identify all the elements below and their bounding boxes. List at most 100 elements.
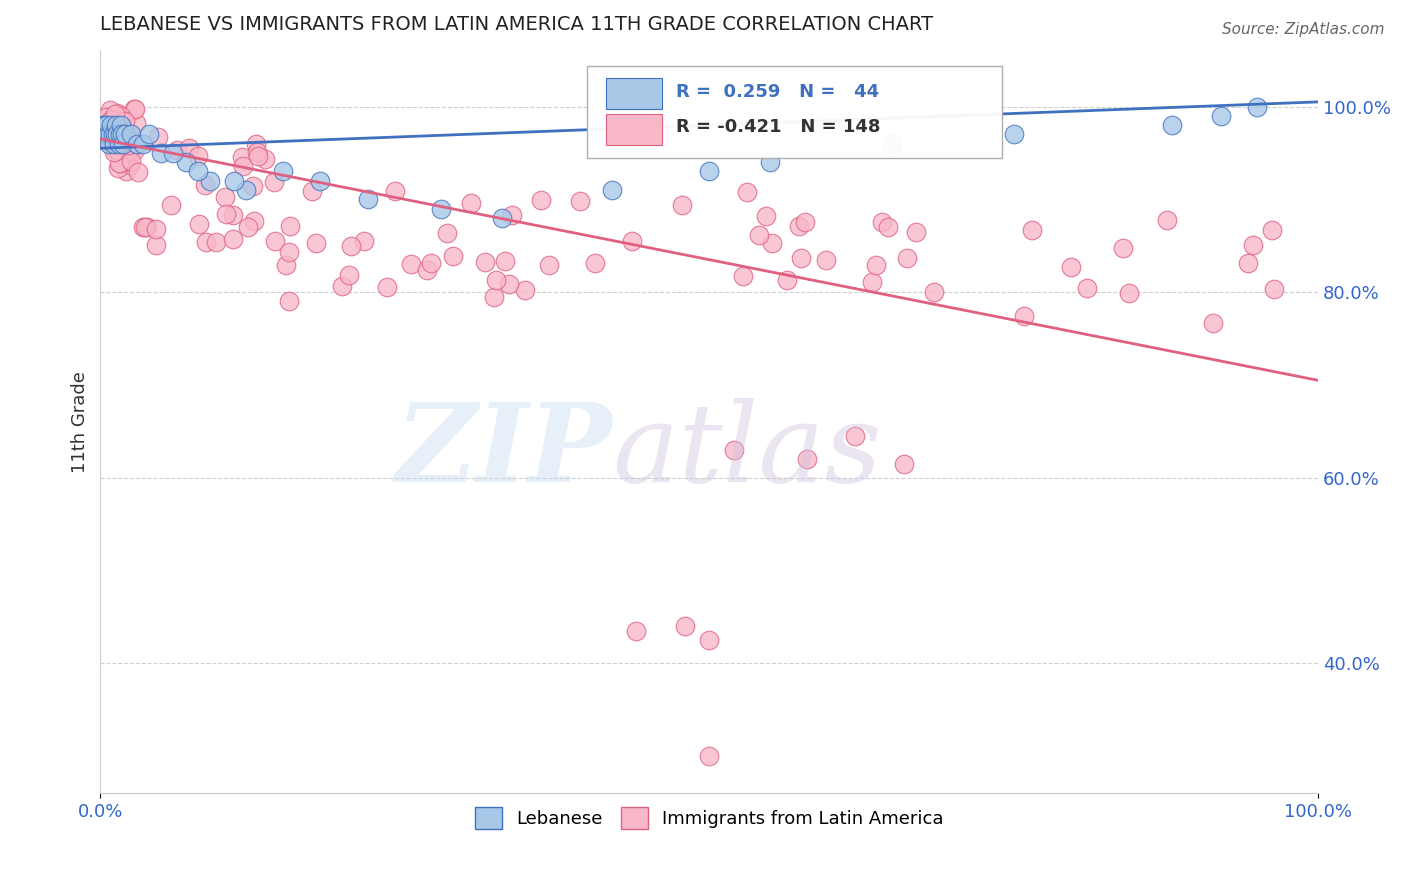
- Point: [105, 118, 128, 132]
- Point: [100, 118, 122, 132]
- Point: [671, 197, 693, 211]
- Point: [620, 234, 643, 248]
- Point: [114, 135, 136, 149]
- Y-axis label: 11th Grade: 11th Grade: [72, 371, 89, 473]
- Point: [1261, 222, 1284, 236]
- Point: [330, 278, 353, 293]
- Point: [96, 110, 118, 124]
- FancyBboxPatch shape: [606, 78, 662, 110]
- Point: [776, 273, 799, 287]
- Text: R = -0.421   N = 148: R = -0.421 N = 148: [676, 119, 882, 136]
- Point: [498, 277, 520, 291]
- Point: [215, 207, 238, 221]
- Point: [111, 149, 134, 163]
- Point: [103, 135, 125, 149]
- Point: [245, 137, 267, 152]
- Point: [308, 174, 330, 188]
- Legend: Lebanese, Immigrants from Latin America: Lebanese, Immigrants from Latin America: [468, 800, 950, 837]
- Point: [1241, 238, 1264, 252]
- Point: [114, 128, 136, 142]
- Point: [100, 112, 122, 127]
- Point: [1246, 99, 1268, 113]
- Point: [93, 118, 115, 132]
- Point: [107, 144, 129, 158]
- Point: [484, 273, 506, 287]
- Text: Source: ZipAtlas.com: Source: ZipAtlas.com: [1222, 22, 1385, 37]
- Point: [117, 145, 139, 159]
- Point: [93, 123, 115, 137]
- Point: [876, 220, 898, 235]
- Point: [755, 209, 778, 223]
- Point: [697, 749, 720, 764]
- Text: LEBANESE VS IMMIGRANTS FROM LATIN AMERICA 11TH GRADE CORRELATION CHART: LEBANESE VS IMMIGRANTS FROM LATIN AMERIC…: [100, 15, 934, 34]
- Point: [120, 153, 142, 168]
- Point: [114, 164, 136, 178]
- Point: [104, 107, 127, 121]
- Point: [222, 208, 245, 222]
- Point: [263, 234, 285, 248]
- Point: [460, 196, 482, 211]
- Point: [195, 235, 218, 249]
- Point: [138, 128, 160, 142]
- Point: [246, 149, 269, 163]
- Point: [104, 128, 127, 142]
- Point: [905, 225, 928, 239]
- Point: [231, 150, 253, 164]
- Point: [118, 159, 141, 173]
- Point: [1237, 255, 1260, 269]
- Point: [187, 164, 209, 178]
- Point: [108, 136, 131, 151]
- Point: [1209, 109, 1232, 123]
- Point: [860, 275, 883, 289]
- Point: [246, 145, 269, 159]
- Point: [271, 164, 294, 178]
- Point: [375, 280, 398, 294]
- Point: [263, 175, 285, 189]
- Point: [94, 128, 117, 142]
- Point: [697, 164, 720, 178]
- Point: [337, 268, 360, 282]
- Point: [107, 116, 129, 130]
- Point: [277, 294, 299, 309]
- Point: [735, 186, 758, 200]
- Point: [844, 429, 866, 443]
- Point: [110, 118, 132, 132]
- Point: [441, 249, 464, 263]
- Point: [104, 119, 127, 133]
- Point: [110, 109, 132, 123]
- Point: [796, 452, 818, 467]
- Point: [103, 145, 125, 159]
- Point: [162, 145, 184, 160]
- Point: [1012, 310, 1035, 324]
- Point: [101, 136, 124, 150]
- Point: [124, 102, 146, 116]
- Point: [98, 128, 121, 142]
- Point: [91, 128, 114, 142]
- Text: atlas: atlas: [612, 398, 882, 506]
- Point: [243, 214, 266, 228]
- Point: [430, 202, 453, 216]
- Point: [759, 155, 782, 169]
- Point: [145, 237, 167, 252]
- Point: [107, 136, 129, 151]
- Point: [1021, 223, 1043, 237]
- Point: [97, 133, 120, 147]
- Text: R =  0.259   N =   44: R = 0.259 N = 44: [676, 83, 880, 101]
- Text: ZIP: ZIP: [395, 398, 612, 506]
- Point: [353, 234, 375, 248]
- Point: [107, 161, 129, 175]
- Point: [896, 251, 918, 265]
- Point: [357, 192, 380, 206]
- Point: [399, 257, 422, 271]
- Point: [814, 252, 837, 267]
- Point: [1060, 260, 1083, 274]
- Point: [673, 619, 696, 633]
- Point: [1076, 281, 1098, 295]
- Point: [118, 137, 141, 152]
- Point: [205, 235, 228, 249]
- Point: [93, 130, 115, 145]
- Point: [108, 155, 131, 169]
- Point: [136, 219, 159, 234]
- Point: [108, 137, 131, 152]
- Point: [761, 235, 783, 250]
